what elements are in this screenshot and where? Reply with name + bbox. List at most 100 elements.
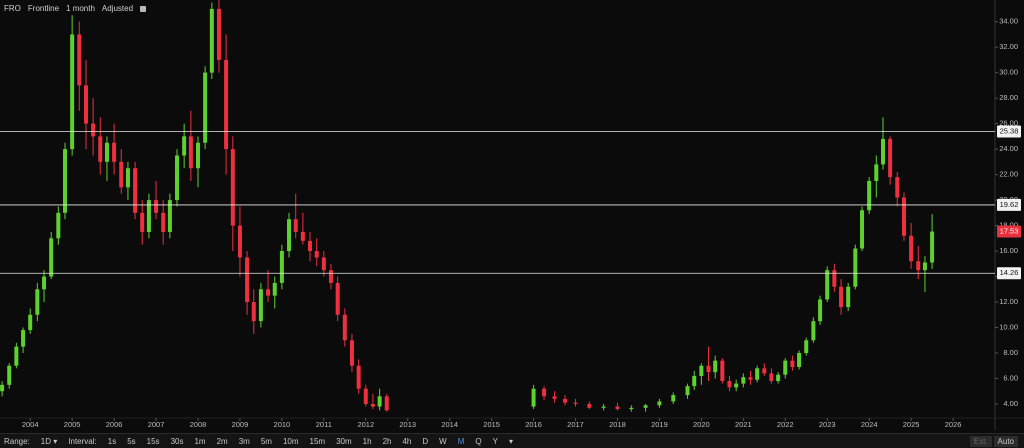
candle-body xyxy=(370,403,375,407)
x-tick-label: 2022 xyxy=(777,420,794,429)
candle-body xyxy=(167,200,172,232)
candle-body xyxy=(727,381,732,388)
interval-button[interactable]: 30m xyxy=(336,436,352,446)
x-tick-label: 2016 xyxy=(525,420,542,429)
candle-body xyxy=(91,123,96,137)
interval-button[interactable]: 10m xyxy=(282,436,299,446)
candle-body xyxy=(154,200,159,213)
candle-body xyxy=(769,373,774,382)
candle-body xyxy=(916,261,921,271)
session-toggle: Ext. Auto xyxy=(969,435,1018,447)
candle-body xyxy=(125,168,130,188)
interval-button[interactable]: 15m xyxy=(309,436,326,446)
level-tag xyxy=(997,267,1021,280)
interval-button[interactable]: 4h xyxy=(402,436,412,446)
candle-body xyxy=(335,282,340,315)
interval-button[interactable]: 15s xyxy=(146,436,160,446)
x-tick-label: 2019 xyxy=(651,420,668,429)
candle-body xyxy=(531,388,536,407)
candle-body xyxy=(818,299,823,322)
auto-button[interactable]: Auto xyxy=(993,435,1018,447)
y-tick-label: 32.00 xyxy=(999,42,1018,51)
interval-button[interactable]: 3m xyxy=(238,436,250,446)
candle-body xyxy=(321,257,326,271)
candle-body xyxy=(35,289,40,315)
interval-button[interactable]: W xyxy=(439,436,447,446)
candle-body xyxy=(245,257,250,303)
level-tag xyxy=(997,125,1021,138)
candle-body xyxy=(258,289,263,322)
candle-body xyxy=(7,365,12,385)
interval-button[interactable]: 1s xyxy=(107,436,117,446)
y-tick-label: 12.00 xyxy=(999,297,1018,306)
candle-body xyxy=(832,270,837,287)
candle-body xyxy=(328,270,333,283)
candle-body xyxy=(300,231,305,241)
candle-body xyxy=(266,289,271,296)
candle-body xyxy=(195,142,200,169)
adjust[interactable]: Adjusted xyxy=(101,4,134,13)
interval-button[interactable]: 5s xyxy=(127,436,136,446)
candle-body xyxy=(657,401,662,406)
candle-body xyxy=(188,136,193,169)
candle-body xyxy=(146,200,151,232)
candle-body xyxy=(629,407,634,410)
interval-button[interactable]: 1m xyxy=(194,436,206,446)
interval-button[interactable]: M xyxy=(457,436,465,446)
candle-body xyxy=(112,142,117,162)
candle-body xyxy=(909,235,914,262)
more[interactable]: ▾ xyxy=(508,436,513,446)
candle-body xyxy=(895,177,900,198)
interval-label: Interval: xyxy=(68,436,97,446)
candle-body xyxy=(853,248,858,287)
interval-button[interactable]: 2h xyxy=(382,436,392,446)
interval-button[interactable]: 2m xyxy=(216,436,228,446)
candle-body xyxy=(874,164,879,181)
x-tick-label: 2025 xyxy=(903,420,920,429)
interval-button[interactable]: 5m xyxy=(260,436,272,446)
interval-button[interactable]: 1h xyxy=(362,436,372,446)
period[interactable]: 1 month xyxy=(66,4,95,13)
company-name: Frontline xyxy=(27,4,60,13)
candle-body xyxy=(601,406,606,408)
candle-body xyxy=(797,353,802,368)
interval-button[interactable]: Q xyxy=(475,436,482,446)
candle-body xyxy=(720,360,725,382)
candle-body xyxy=(755,368,760,380)
level-label: 14.26 xyxy=(1000,268,1019,277)
symbol[interactable]: FRO xyxy=(4,4,21,13)
x-tick-label: 2024 xyxy=(861,420,878,429)
toolbar: FRO Frontline 1 month Adjusted xyxy=(0,0,147,17)
candle-body xyxy=(615,406,620,410)
y-tick-label: 18.00 xyxy=(999,221,1018,230)
x-tick-label: 2008 xyxy=(190,420,207,429)
candle-body xyxy=(251,302,256,322)
candle-body xyxy=(377,396,382,407)
range[interactable]: 1D ▾ xyxy=(40,436,58,446)
candle-body xyxy=(119,161,124,188)
interval-button[interactable]: Y xyxy=(492,436,498,446)
candle-body xyxy=(783,360,788,375)
candle-body xyxy=(14,346,19,366)
interval-button[interactable]: D xyxy=(422,436,429,446)
x-tick-label: 2007 xyxy=(148,420,165,429)
level-tag xyxy=(997,198,1021,211)
candle-body xyxy=(930,231,935,263)
candle-body xyxy=(216,8,221,60)
adjust-checkbox[interactable] xyxy=(140,5,147,12)
candle-body xyxy=(776,374,781,382)
x-tick-label: 2013 xyxy=(399,420,416,429)
ext-button[interactable]: Ext. xyxy=(969,435,992,447)
range-value[interactable]: 1D xyxy=(40,436,52,446)
interval-button[interactable]: 30s xyxy=(170,436,184,446)
candle-body xyxy=(699,365,704,376)
candle-body xyxy=(587,403,592,408)
candle-body xyxy=(98,136,103,162)
candle-body xyxy=(706,365,711,373)
y-tick-label: 4.00 xyxy=(1003,399,1018,408)
y-tick-label: 6.00 xyxy=(1003,373,1018,382)
candle-body xyxy=(349,340,354,366)
level-label: 25.38 xyxy=(1000,127,1019,136)
candle-body xyxy=(133,168,138,213)
